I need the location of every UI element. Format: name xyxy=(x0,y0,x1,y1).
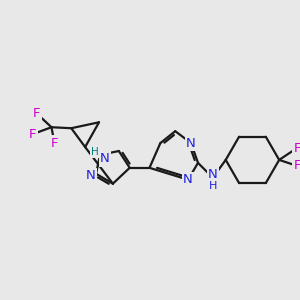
Text: F: F xyxy=(51,136,58,150)
Text: F: F xyxy=(33,107,40,120)
Text: F: F xyxy=(29,128,36,141)
Text: N: N xyxy=(208,168,218,181)
Text: N: N xyxy=(186,136,196,150)
Text: N: N xyxy=(100,152,110,165)
Text: N: N xyxy=(86,169,96,182)
Text: F: F xyxy=(293,142,300,154)
Text: F: F xyxy=(293,159,300,172)
Text: N: N xyxy=(183,173,193,186)
Text: H: H xyxy=(91,147,99,157)
Text: H: H xyxy=(209,181,217,190)
